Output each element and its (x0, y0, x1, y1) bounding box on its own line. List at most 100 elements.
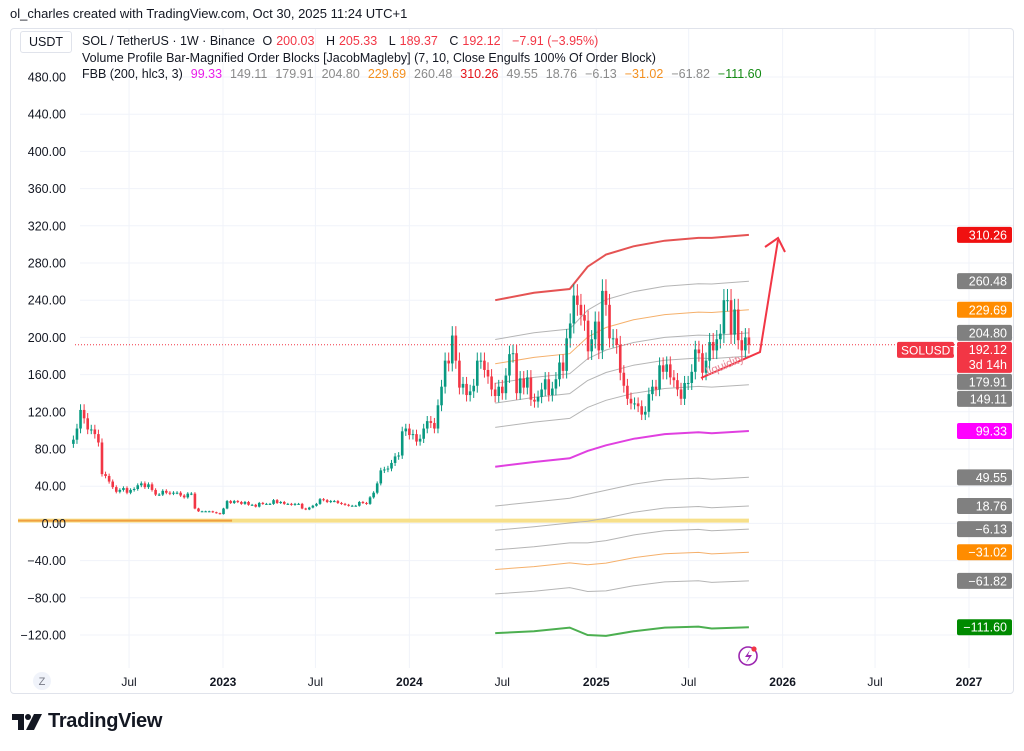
fbb-band-line (495, 505, 749, 531)
candle-body (690, 371, 694, 383)
fbb-legend-value: 99.33 (190, 67, 223, 81)
price-tick-label: 200.00 (28, 331, 66, 345)
timezone-button (33, 672, 51, 690)
candle-body (586, 320, 590, 352)
candle-body (186, 493, 190, 498)
tradingview-wordmark: TradingView (48, 710, 163, 732)
time-tick-label: 2026 (769, 675, 796, 689)
price-tick-label: 40.00 (35, 480, 66, 494)
candle-body (190, 493, 193, 495)
fbb-legend-value: 179.91 (275, 67, 314, 81)
price-tick-label: 400.00 (28, 145, 66, 159)
indicator-legend-row[interactable]: Volume Profile Bar-Magnified Order Block… (82, 50, 770, 67)
candle-body (468, 391, 472, 396)
candle-body (229, 501, 232, 503)
fbb-price-badge (957, 497, 1012, 514)
candles (72, 279, 751, 515)
candle-body (168, 492, 172, 494)
symbol-price-label (897, 341, 954, 358)
candle-body (665, 364, 669, 372)
candle-body (379, 470, 383, 484)
fbb-legend-row[interactable]: FBB (200, hlc3, 3) 99.33 149.11 179.91 204.8… (82, 66, 770, 83)
tradingview-logo[interactable]: TradingView (12, 710, 162, 733)
candle-body (275, 500, 279, 503)
candle-body (615, 338, 618, 345)
candle-body (622, 372, 626, 386)
candle-body (368, 497, 372, 504)
candle-body (114, 487, 118, 492)
candle-body (411, 434, 415, 436)
candle-body (454, 335, 458, 361)
candle-body (154, 489, 157, 495)
candle-body (383, 469, 386, 471)
candle-body (375, 483, 379, 493)
price-tick-label: 360.00 (28, 182, 66, 196)
time-tick-label: Jul (308, 675, 323, 689)
candle-body (715, 339, 719, 351)
candle-body (111, 481, 115, 488)
fbb-bands (495, 233, 749, 637)
candle-body (576, 295, 579, 305)
candle-body (440, 386, 443, 406)
candle-body (207, 511, 211, 513)
candle-body (311, 505, 315, 508)
candle-body (694, 349, 697, 372)
symbol-name: SOL / TetherUS · 1W · Binance (82, 34, 255, 48)
candle-body (408, 428, 411, 436)
fbb-band-line (495, 309, 749, 365)
candle-body (611, 338, 615, 340)
candle-body (633, 403, 636, 405)
candle-body (182, 495, 186, 498)
fbb-badge-value: 99.33 (976, 425, 1007, 439)
candle-body (247, 502, 250, 505)
fbb-band-line (495, 551, 749, 570)
fbb-price-badge (957, 572, 1012, 589)
fbb-badge-value: 260.48 (969, 275, 1007, 289)
fbb-price-badge (957, 273, 1012, 290)
fbb-badge-value: 18.76 (976, 499, 1007, 513)
candle-body (450, 335, 454, 364)
low-label: L (388, 34, 396, 48)
candle-body (150, 484, 154, 490)
fbb-band-line (495, 528, 749, 551)
currency-button[interactable]: USDT (20, 31, 72, 53)
candle-body (140, 483, 143, 486)
fbb-legend-value: −111.60 (717, 67, 762, 81)
candle-body (461, 383, 465, 388)
candle-body (565, 338, 568, 371)
candle-body (540, 389, 543, 397)
fbb-legend-value: 149.11 (230, 67, 268, 81)
candle-body (100, 442, 104, 475)
candle-body (75, 428, 79, 440)
candle-body (197, 508, 200, 512)
candle-body (268, 503, 272, 505)
fbb-price-badge (957, 373, 1012, 390)
candle-body (89, 429, 93, 431)
fbb-price-badge (957, 544, 1012, 561)
candle-body (172, 492, 175, 494)
candle-body (497, 386, 501, 396)
candle-body (701, 353, 704, 373)
candle-body (683, 382, 686, 399)
high-value: 205.33 (338, 34, 378, 48)
candle-body (475, 360, 479, 386)
candle-body (257, 502, 261, 507)
chart-pane[interactable] (10, 28, 1014, 694)
candle-body (157, 494, 161, 496)
fbb-badge-value: −6.13 (975, 523, 1007, 537)
open-value: 200.03 (276, 34, 315, 48)
candle-body (601, 290, 604, 351)
candle-body (243, 502, 247, 504)
lightning-icon[interactable] (738, 646, 758, 666)
low-value: 189.37 (399, 34, 438, 48)
candle-body (447, 360, 450, 364)
candle-body (97, 434, 100, 443)
fbb-price-badge (957, 521, 1012, 538)
fbb-legend-value: 260.48 (414, 67, 453, 81)
time-tick-label: Jul (867, 675, 882, 689)
candle-body (522, 378, 526, 388)
candle-body (272, 500, 275, 504)
